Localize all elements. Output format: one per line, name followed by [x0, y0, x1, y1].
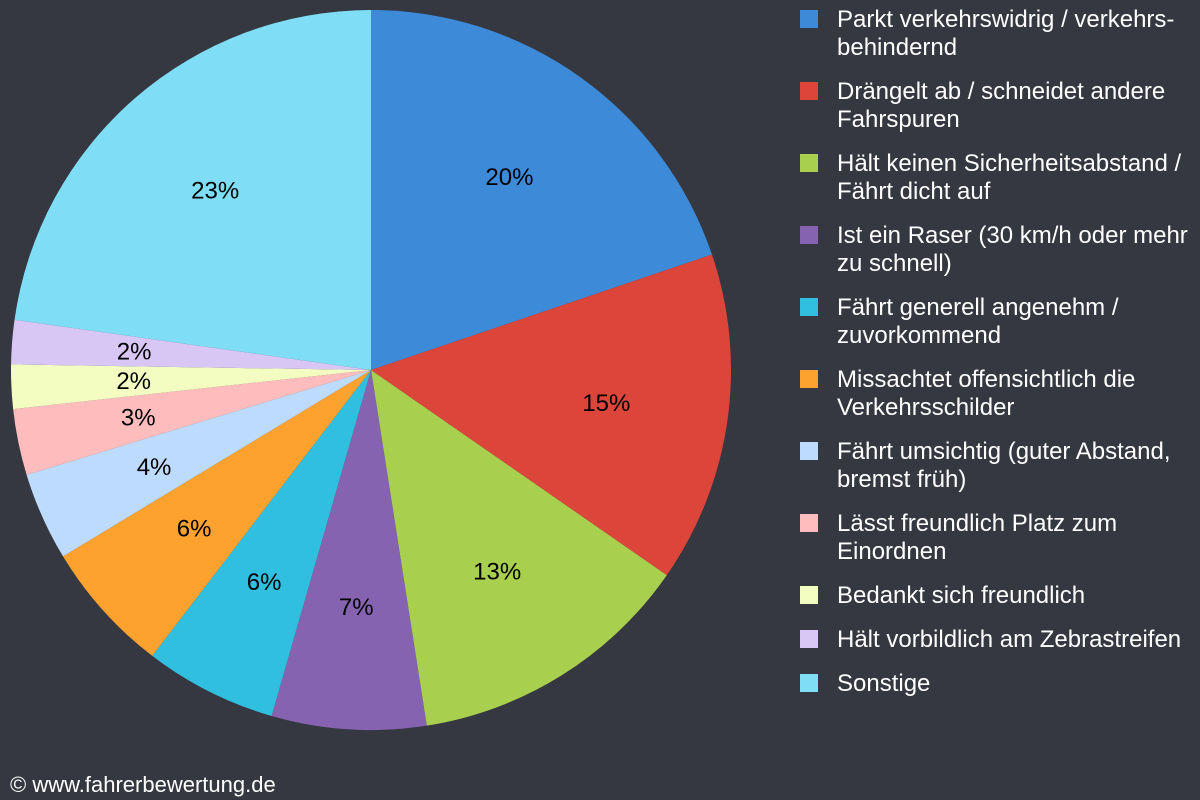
legend-swatch	[800, 442, 818, 460]
legend-item: Ist ein Raser (30 km/h oder mehr zu schn…	[800, 222, 1195, 278]
pie-slice	[271, 370, 427, 731]
pie-chart: 20% 15% 13% 7% 6% 6% 4% 3% 2%2% 23%	[11, 10, 732, 731]
pie-slice	[371, 254, 732, 576]
slice-data-label: 13%	[473, 558, 521, 585]
pie-slice	[152, 370, 371, 716]
legend-item: Lässt freundlich Platz zum Einordnen	[800, 510, 1195, 566]
legend-swatch	[800, 370, 818, 388]
legend-swatch	[800, 154, 818, 172]
legend: Parkt verkehrswidrig / verkehrs-behinder…	[800, 6, 1195, 698]
legend-item: Hält vorbildlich am Zebrastreifen	[800, 626, 1195, 654]
slice-data-label: 2%	[117, 339, 152, 366]
legend-label: Ist ein Raser (30 km/h oder mehr zu schn…	[837, 222, 1188, 277]
pie-slice	[11, 319, 371, 370]
copyright-footer: © www.fahrerbewertung.de	[10, 772, 276, 797]
legend-label: Lässt freundlich Platz zum Einordnen	[837, 510, 1118, 565]
legend-swatch	[800, 298, 818, 316]
pie-slice	[371, 370, 667, 726]
pie-slice	[371, 10, 712, 370]
legend-item: Missachtet offensichtlich die Verkehrssc…	[800, 366, 1195, 422]
legend-swatch	[800, 514, 818, 532]
slice-data-label: 4%	[137, 454, 172, 481]
legend-item: Sonstige	[800, 670, 1195, 698]
legend-item: Fährt umsichtig (guter Abstand, bremst f…	[800, 438, 1195, 494]
pie-slice	[26, 370, 372, 557]
legend-swatch	[800, 674, 818, 692]
legend-swatch	[800, 586, 818, 604]
legend-swatch	[800, 226, 818, 244]
legend-label: Missachtet offensichtlich die Verkehrssc…	[837, 366, 1136, 421]
legend-label: Hält keinen Sicherheitsabstand / Fährt d…	[837, 150, 1182, 205]
slice-data-label: 6%	[177, 516, 212, 543]
legend-label: Bedankt sich freundlich	[837, 582, 1086, 609]
slice-data-label: 6%	[247, 569, 282, 596]
pie-slice	[63, 370, 371, 656]
legend-label: Sonstige	[837, 670, 931, 697]
legend-swatch	[800, 10, 818, 28]
slice-data-label: 2%	[116, 368, 151, 395]
legend-item: Fährt generell angenehm / zuvorkommend	[800, 294, 1195, 350]
legend-label: Drängelt ab / schneidet andere Fahrspure…	[837, 78, 1166, 133]
slice-data-label: 20%	[485, 164, 533, 191]
legend-item: Bedankt sich freundlich	[800, 582, 1195, 610]
slice-data-label: 3%	[121, 405, 156, 432]
legend-item: Drängelt ab / schneidet andere Fahrspure…	[800, 78, 1195, 134]
legend-label: Fährt generell angenehm / zuvorkommend	[837, 294, 1119, 349]
legend-label: Hält vorbildlich am Zebrastreifen	[837, 626, 1182, 653]
legend-item: Parkt verkehrswidrig / verkehrs-behinder…	[800, 6, 1195, 62]
slice-data-label: 15%	[582, 390, 630, 417]
pie-slice	[11, 364, 372, 410]
legend-label: Parkt verkehrswidrig / verkehrs-behinder…	[837, 6, 1175, 61]
legend-swatch	[800, 82, 818, 100]
pie-slice	[13, 370, 372, 475]
pie-slice	[14, 10, 371, 370]
legend-label: Fährt umsichtig (guter Abstand, bremst f…	[837, 438, 1171, 493]
legend-swatch	[800, 630, 818, 648]
slice-data-label: 7%	[339, 594, 374, 621]
slice-data-label: 23%	[191, 178, 239, 205]
legend-item: Hält keinen Sicherheitsabstand / Fährt d…	[800, 150, 1195, 206]
